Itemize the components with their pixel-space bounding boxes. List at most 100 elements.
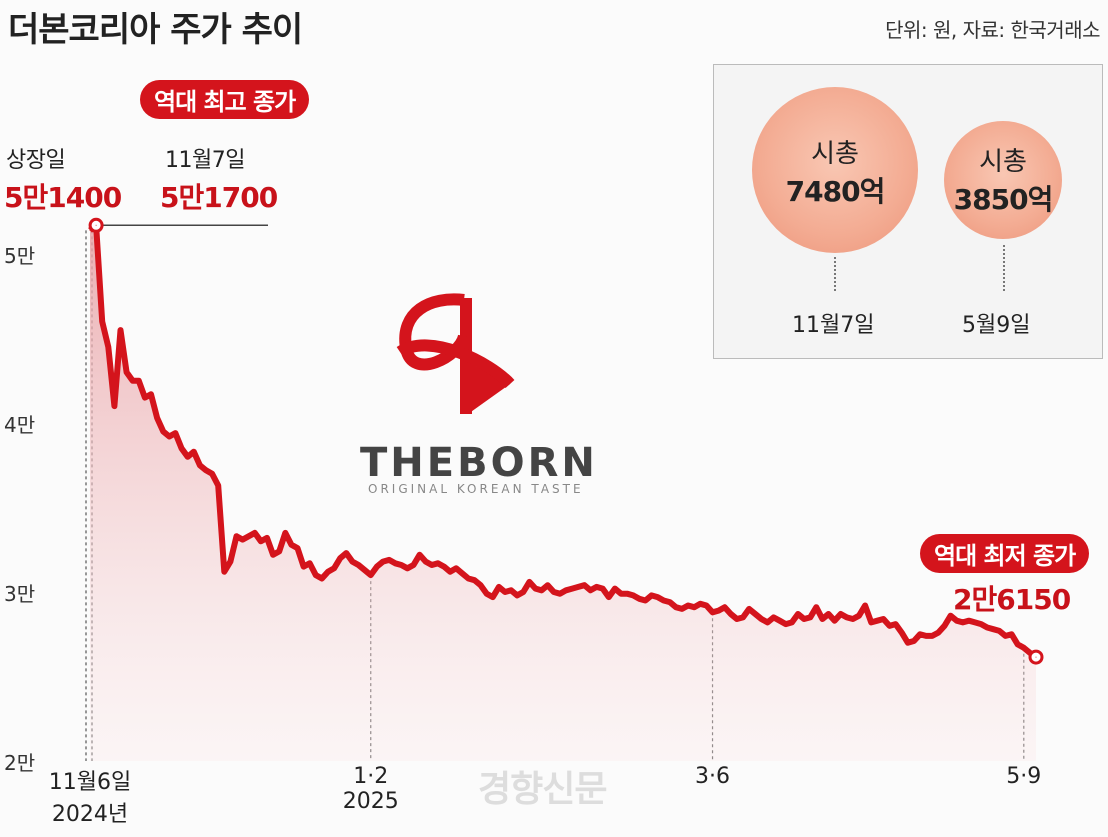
price-point <box>364 569 366 571</box>
price-point <box>882 618 884 620</box>
price-point <box>779 620 781 622</box>
bubble-leader <box>834 257 836 291</box>
chart-title: 더본코리아 주가 추이 <box>8 10 303 50</box>
price-point <box>1004 635 1006 637</box>
listing-value: 5만1400 <box>4 181 122 214</box>
x-tick-label: 3·6 <box>695 764 731 789</box>
high-value: 5만1700 <box>160 181 278 214</box>
price-point <box>834 620 836 622</box>
price-point <box>748 608 750 610</box>
price-point <box>986 626 988 628</box>
bubble-leader <box>1003 245 1005 291</box>
price-point <box>315 574 317 576</box>
price-area <box>90 225 1036 762</box>
price-point <box>297 547 299 549</box>
price-point <box>345 552 347 554</box>
price-point <box>644 599 646 601</box>
price-point <box>303 566 305 568</box>
price-point <box>638 598 640 600</box>
price-point <box>486 593 488 595</box>
price-point <box>437 562 439 564</box>
price-point <box>107 346 109 348</box>
price-point <box>730 613 732 615</box>
price-point <box>705 605 707 607</box>
price-point <box>443 566 445 568</box>
price-point <box>309 562 311 564</box>
price-point <box>199 464 201 466</box>
price-line <box>88 222 1038 660</box>
price-point <box>449 571 451 573</box>
price-point <box>211 473 213 475</box>
price-point <box>138 380 140 382</box>
price-point <box>1017 643 1019 645</box>
price-point <box>760 618 762 620</box>
price-point <box>547 584 549 586</box>
price-point <box>827 613 829 615</box>
price-point <box>174 432 176 434</box>
bubble-value: 3850억 <box>953 183 1054 216</box>
price-point <box>217 485 219 487</box>
price-point <box>248 535 250 537</box>
price-point <box>754 613 756 615</box>
price-point <box>840 613 842 615</box>
price-point <box>620 593 622 595</box>
price-point <box>724 606 726 608</box>
price-point <box>333 567 335 569</box>
price-point <box>596 586 598 588</box>
price-point <box>480 584 482 586</box>
price-point <box>669 601 671 603</box>
price-point <box>205 469 207 471</box>
price-point <box>895 623 897 625</box>
price-point <box>376 566 378 568</box>
price-point <box>712 611 714 613</box>
listing-label: 상장일 <box>6 148 66 173</box>
price-point <box>602 588 604 590</box>
price-point <box>541 589 543 591</box>
price-point <box>980 623 982 625</box>
price-point <box>864 605 866 607</box>
price-point <box>388 559 390 561</box>
price-point <box>803 618 805 620</box>
price-point <box>406 567 408 569</box>
price-point <box>162 430 164 432</box>
high-badge: 역대 최고 종가 <box>140 80 310 119</box>
price-point <box>504 591 506 593</box>
price-point <box>327 571 329 573</box>
price-point <box>919 633 921 635</box>
price-point <box>821 618 823 620</box>
price-point <box>193 451 195 453</box>
price-point <box>571 588 573 590</box>
low-badge: 역대 최저 종가 <box>920 534 1090 573</box>
price-point <box>870 621 872 623</box>
high-date: 11월7일 <box>165 148 245 173</box>
price-point <box>132 380 134 382</box>
price-point <box>736 618 738 620</box>
bubble-label: 시총 <box>811 139 859 169</box>
price-point <box>901 632 903 634</box>
source-note: 단위: 원, 자료: 한국거래소 <box>885 18 1100 42</box>
price-point <box>1029 652 1031 654</box>
price-point <box>351 561 353 563</box>
price-point <box>419 554 421 556</box>
price-point <box>773 616 775 618</box>
price-point <box>187 456 189 458</box>
price-point <box>95 224 97 226</box>
price-point <box>290 544 292 546</box>
price-point <box>956 620 958 622</box>
price-point <box>614 588 616 590</box>
price-point <box>742 616 744 618</box>
price-point <box>657 596 659 598</box>
price-point <box>425 561 427 563</box>
price-point <box>492 596 494 598</box>
price-point <box>852 618 854 620</box>
market-cap-box: 시총 7480억 11월7일 시총 3850억 5월9일 <box>713 64 1103 359</box>
price-point <box>229 561 231 563</box>
price-point <box>577 586 579 588</box>
price-point <box>589 589 591 591</box>
price-point <box>358 564 360 566</box>
price-point <box>89 229 91 231</box>
price-point <box>687 605 689 607</box>
price-point <box>950 615 952 617</box>
price-point <box>998 630 1000 632</box>
